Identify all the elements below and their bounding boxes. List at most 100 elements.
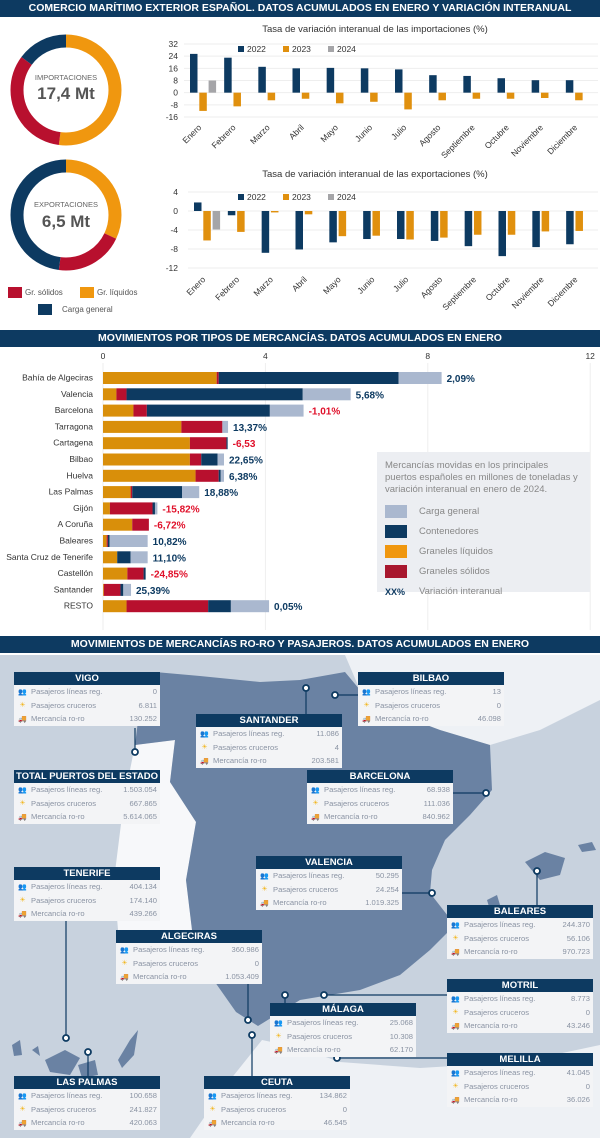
x-tick-label: Diciembre: [545, 274, 579, 308]
people-icon: 👥: [200, 730, 209, 738]
port-box-las-palmas: LAS PALMAS 👥 Pasajeros líneas reg. 100.658 ☀…: [14, 1076, 160, 1130]
legend-solidos: Gr. sólidos: [8, 287, 63, 298]
legend-item-variacion: XX% Variación interanual: [385, 582, 582, 601]
bar-Contenedores-Las Palmas: [132, 486, 183, 499]
people-icon: 👥: [451, 1069, 460, 1077]
row-value: 56.106: [566, 933, 590, 943]
bar-Carga general-Barcelona: [269, 404, 304, 417]
people-icon: 👥: [18, 1092, 27, 1100]
variation-label: 25,39%: [136, 586, 170, 597]
x-tick-label: Febrero: [213, 274, 241, 302]
people-icon: 👥: [362, 688, 371, 696]
donut-segment-solidos: [10, 34, 122, 146]
port-location-dot: [84, 1048, 92, 1056]
port-row: 🚚 Mercancía ro-ro 970.723: [447, 945, 593, 959]
row-value: 134.862: [319, 1091, 347, 1101]
row-value: 360.986: [231, 945, 259, 955]
canary-3: [118, 1030, 138, 1068]
sun-icon: ☀: [452, 1009, 459, 1017]
legend-swatch-2022: [238, 194, 244, 200]
port-box-santander: SANTANDER 👥 Pasajeros líneas reg. 11.086 ☀ Pa…: [196, 714, 342, 768]
bar-2023-Marzo: [270, 211, 279, 213]
category-label: Santander: [54, 584, 93, 594]
legend-item-carga-general: Carga general: [385, 502, 582, 521]
bar-Contenedores-Bahía de Algeciras: [218, 372, 399, 384]
bar-2023-Julio: [404, 92, 412, 110]
row-label: Pasajeros líneas reg.: [31, 882, 103, 892]
y-tick-label: 32: [169, 39, 179, 49]
variation-label: -24,85%: [151, 570, 188, 581]
bar-Graneles sólidos-Tarragona: [181, 420, 223, 433]
bar-Carga general-Santander: [123, 583, 132, 596]
row-value: 404.134: [129, 882, 157, 892]
row-value: 46.545: [323, 1118, 347, 1128]
row-value: 174.140: [129, 895, 157, 905]
bar-2023-Mayo: [338, 211, 347, 237]
x-tick-label: Abril: [290, 274, 309, 293]
bar-2022-Mayo: [329, 211, 337, 243]
bar-2023-Agosto: [440, 211, 448, 238]
bar-Graneles líquidos-Baleares: [103, 535, 107, 547]
sun-icon: ☀: [452, 935, 459, 943]
truck-icon: 🚚: [362, 715, 371, 723]
sun-icon: ☀: [19, 800, 26, 808]
port-box-total-puertos-del-estado: TOTAL PUERTOS DEL ESTADO 👥 Pasajeros línea…: [14, 770, 160, 824]
row-value: 439.266: [129, 909, 157, 919]
menorca: [578, 842, 596, 852]
category-label: Cartagena: [53, 438, 93, 448]
port-row: 🚚 Mercancía ro-ro 43.246: [447, 1019, 593, 1033]
y-tick-label: -4: [170, 225, 178, 235]
truck-icon: 🚚: [260, 899, 269, 907]
port-title: MELILLA: [447, 1053, 593, 1066]
port-title: BILBAO: [358, 672, 504, 685]
bar-2023-Enero: [203, 211, 211, 241]
category-label: Gijón: [73, 503, 93, 513]
row-label: Pasajeros líneas reg.: [464, 1068, 536, 1078]
sun-icon: ☀: [452, 1083, 459, 1091]
legend-label: Graneles sólidos: [419, 566, 490, 577]
port-title: TENERIFE: [14, 867, 160, 880]
row-label: Pasajeros líneas reg.: [31, 1091, 103, 1101]
port-row: ☀ Pasajeros cruceros 667.865: [14, 797, 160, 811]
sun-icon: ☀: [201, 744, 208, 752]
sun-icon: ☀: [121, 960, 128, 968]
bar-Graneles líquidos-A Coruña: [103, 518, 133, 531]
bar-Graneles sólidos-Barcelona: [133, 404, 147, 417]
y-tick-label: 24: [169, 51, 179, 61]
bar-2022-Abril: [292, 68, 300, 93]
canary-1: [45, 1050, 80, 1075]
port-box-ceuta: CEUTA 👥 Pasajeros líneas reg. 134.862 ☀ Pasaj…: [204, 1076, 350, 1130]
bar-Carga general-Valencia: [302, 388, 351, 401]
bar-Contenedores-Santa Cruz de Tenerife: [117, 551, 131, 564]
row-value: 241.827: [129, 1104, 157, 1114]
bar-2023-Octubre: [506, 92, 515, 99]
mallorca: [525, 852, 565, 880]
x-tick-label: Mayo: [321, 274, 343, 296]
truck-icon: 🚚: [451, 1022, 460, 1030]
bar-Carga general-Las Palmas: [182, 486, 200, 499]
variation-label: -15,82%: [162, 504, 199, 515]
bar-2023-Junio: [372, 211, 380, 236]
bar-2023-Diciembre: [575, 211, 583, 231]
row-label: Pasajeros cruceros: [133, 958, 198, 968]
x-tick-label: Agosto: [418, 274, 444, 300]
canary-4: [12, 1040, 22, 1056]
legend-note: Mercancías movidas en los principales pu…: [385, 460, 578, 495]
port-location-dot: [131, 748, 139, 756]
bar-2022-Diciembre: [566, 211, 574, 245]
row-value: 203.581: [311, 756, 339, 766]
port-row: 🚚 Mercancía ro-ro 1.053.409: [116, 970, 262, 984]
bar-2022-Agosto: [429, 75, 437, 93]
row-value: 0: [585, 1081, 590, 1091]
people-icon: 👥: [451, 921, 460, 929]
port-box-motril: MOTRIL 👥 Pasajeros líneas reg. 8.773 ☀ Pasaje…: [447, 979, 593, 1033]
row-label: Pasajeros cruceros: [31, 1104, 96, 1114]
donut-charts: IMPORTACIONES 17,4 Mt EXPORTACIONES 6,5 …: [10, 34, 122, 271]
bar-2022-Julio: [395, 69, 403, 93]
row-label: Pasajeros cruceros: [31, 798, 96, 808]
row-label: Mercancía ro-ro: [273, 898, 327, 908]
row-value: 4: [334, 742, 339, 752]
row-value: 25.068: [389, 1018, 413, 1028]
port-box-baleares: BALEARES 👥 Pasajeros líneas reg. 244.370 ☀ Pa…: [447, 905, 593, 959]
bar-2022-Julio: [397, 211, 405, 240]
